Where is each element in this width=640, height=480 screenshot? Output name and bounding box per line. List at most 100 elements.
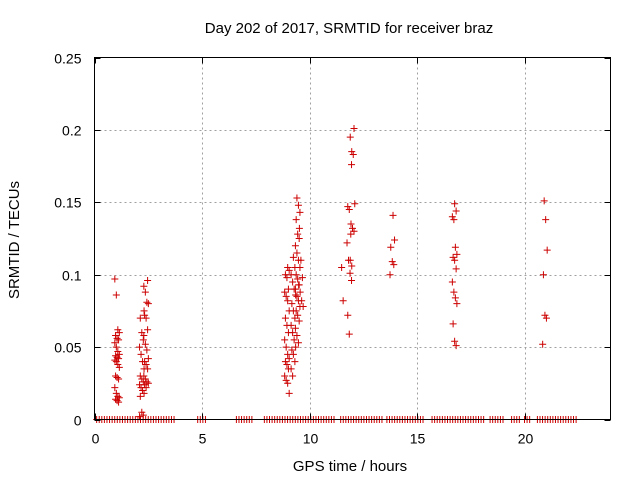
data-point	[293, 292, 301, 300]
data-point	[113, 374, 121, 382]
data-point	[391, 236, 399, 244]
data-point	[451, 337, 459, 345]
data-point	[113, 334, 121, 342]
data-point	[346, 133, 354, 141]
data-point	[287, 365, 295, 373]
y-tick-label: 0	[74, 413, 82, 429]
data-point	[348, 276, 356, 284]
data-point	[139, 387, 147, 395]
data-point	[299, 303, 307, 311]
data-point	[112, 332, 120, 340]
data-point	[291, 285, 299, 293]
data-point	[451, 200, 459, 208]
data-point	[115, 336, 123, 344]
data-point	[448, 278, 456, 286]
chart-title: Day 202 of 2017, SRMTID for receiver bra…	[205, 20, 493, 37]
data-point	[297, 256, 305, 264]
data-point	[285, 355, 293, 363]
data-point	[287, 321, 295, 329]
data-point	[389, 211, 397, 219]
data-point	[338, 263, 346, 271]
data-point	[141, 311, 149, 319]
x-tick-label: 10	[303, 431, 319, 447]
data-point	[346, 256, 354, 264]
data-point	[281, 288, 289, 296]
data-point	[298, 274, 306, 282]
data-point	[449, 253, 457, 261]
data-point	[296, 208, 304, 216]
data-point	[136, 343, 144, 351]
data-point	[139, 336, 147, 344]
data-point	[282, 343, 290, 351]
data-point	[292, 307, 300, 315]
data-point	[288, 300, 296, 308]
data-point	[283, 360, 291, 368]
data-point	[144, 365, 152, 373]
data-point	[112, 291, 120, 299]
data-point	[295, 317, 303, 325]
data-point	[115, 329, 123, 337]
data-point	[143, 298, 151, 306]
data-point	[290, 336, 298, 344]
data-point	[293, 332, 301, 340]
data-point	[294, 275, 302, 283]
data-point	[386, 271, 394, 279]
data-point	[112, 358, 120, 366]
data-point	[140, 282, 148, 290]
data-point	[289, 253, 297, 261]
data-point	[137, 350, 145, 358]
data-point	[281, 372, 289, 380]
data-point	[111, 339, 119, 347]
y-tick-label: 0.1	[62, 268, 82, 284]
data-point	[115, 375, 123, 383]
data-point	[284, 379, 292, 387]
data-point	[142, 360, 150, 368]
data-point	[347, 230, 355, 238]
data-point	[140, 332, 148, 340]
data-point	[291, 358, 299, 366]
data-point	[451, 243, 459, 251]
data-point	[285, 389, 293, 397]
data-point	[112, 372, 120, 380]
data-point	[141, 375, 149, 383]
data-point	[115, 363, 123, 371]
data-point	[138, 408, 146, 416]
data-point	[112, 352, 120, 360]
data-point	[288, 346, 296, 354]
data-point	[115, 398, 123, 406]
data-point	[136, 413, 144, 421]
data-point	[142, 384, 150, 392]
data-point	[347, 220, 355, 228]
y-tick-label: 0.15	[54, 195, 81, 211]
x-axis-title: GPS time / hours	[293, 458, 407, 475]
data-point	[541, 311, 549, 319]
data-point	[294, 311, 302, 319]
data-point	[294, 230, 302, 238]
data-point	[281, 314, 289, 322]
data-point	[111, 275, 119, 283]
data-point	[350, 227, 358, 235]
data-point	[293, 194, 301, 202]
data-point	[294, 201, 302, 209]
data-point	[113, 397, 121, 405]
data-point	[141, 340, 149, 348]
y-axis-title: SRMTID / TECUs	[6, 181, 23, 299]
data-point	[451, 256, 459, 264]
data-point	[348, 262, 356, 270]
data-point	[293, 249, 301, 257]
data-point	[344, 311, 352, 319]
data-point	[282, 376, 290, 384]
data-point	[453, 250, 461, 258]
data-point	[343, 239, 351, 247]
data-point	[351, 200, 359, 208]
data-point	[285, 266, 293, 274]
data-point	[114, 326, 122, 334]
data-point	[452, 265, 460, 273]
data-point	[390, 261, 398, 269]
data-point	[539, 340, 547, 348]
data-point	[539, 271, 547, 279]
y-tick-label: 0.2	[62, 123, 82, 139]
data-point	[284, 263, 292, 271]
data-point	[296, 263, 304, 271]
